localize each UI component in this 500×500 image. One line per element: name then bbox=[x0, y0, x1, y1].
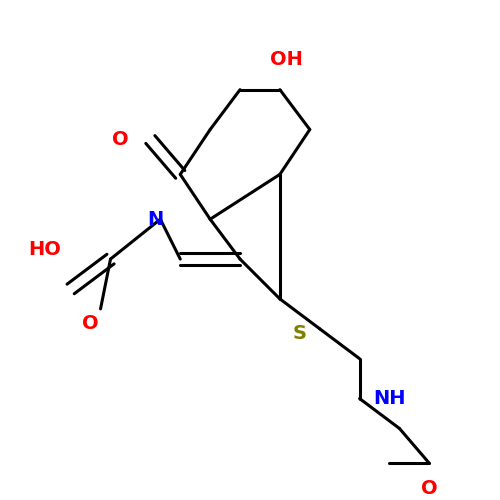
Text: O: O bbox=[82, 314, 99, 334]
Text: O: O bbox=[112, 130, 129, 149]
Text: N: N bbox=[147, 210, 164, 229]
Text: OH: OH bbox=[270, 50, 303, 70]
Text: HO: HO bbox=[28, 240, 60, 258]
Text: O: O bbox=[421, 478, 438, 498]
Text: NH: NH bbox=[373, 389, 406, 408]
Text: S: S bbox=[293, 324, 307, 344]
